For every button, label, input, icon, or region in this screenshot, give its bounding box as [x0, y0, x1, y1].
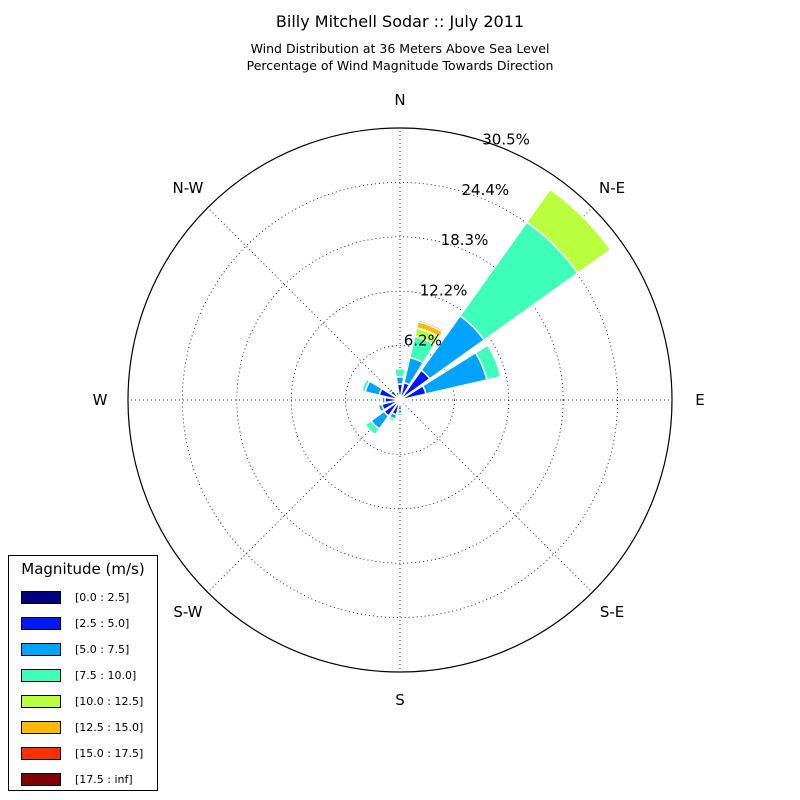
legend-label: [7.5 : 10.0] [75, 668, 137, 682]
direction-label: S [395, 691, 405, 709]
radial-tick-label: 30.5% [482, 131, 530, 149]
direction-label: N-E [599, 179, 625, 197]
radial-gridline [399, 399, 593, 593]
wind-bar-s-bin3 [396, 412, 404, 417]
legend-swatch [21, 746, 61, 760]
legend-item: [10.0 : 12.5] [9, 688, 157, 714]
wind-bar-ssw-bin3 [387, 415, 397, 423]
legend-swatch [21, 616, 61, 630]
grid-circle [345, 345, 455, 455]
wind-bar-ene-bin3 [474, 344, 502, 381]
wind-bar-wnw-bin3 [360, 378, 371, 393]
legend: Magnitude (m/s) [0.0 : 2.5] [2.5 : 5.0] [5… [8, 555, 158, 791]
legend-swatch [21, 642, 61, 656]
grid-circle [236, 236, 564, 564]
legend-item: [7.5 : 10.0] [9, 662, 157, 688]
direction-label: E [695, 391, 704, 409]
direction-label: S-E [600, 603, 624, 621]
legend-swatch [21, 668, 61, 682]
wind-bar-n-bin3 [393, 368, 407, 378]
legend-item: [12.5 : 15.0] [9, 714, 157, 740]
outer-circle [127, 127, 673, 673]
wind-bar-ne-bin4 [525, 188, 612, 275]
radial-tick-label: 6.2% [404, 332, 442, 350]
direction-label: N [394, 91, 405, 109]
radial-gridline [207, 207, 401, 401]
legend-items: [0.0 : 2.5] [2.5 : 5.0] [5.0 : 7.5] [7.5 : … [9, 584, 157, 792]
legend-item: [15.0 : 17.5] [9, 740, 157, 766]
legend-title: Magnitude (m/s) [21, 560, 145, 578]
legend-swatch [21, 720, 61, 734]
radial-tick-label: 24.4% [461, 181, 509, 199]
wind-bar-nw-bin2 [387, 387, 395, 395]
legend-item: [5.0 : 7.5] [9, 636, 157, 662]
wind-bar-nne-bin6 [417, 319, 445, 333]
direction-label: S-W [173, 603, 202, 621]
legend-label: [2.5 : 5.0] [75, 616, 130, 630]
chart-subtitle-line1: Wind Distribution at 36 Meters Above Sea… [250, 41, 550, 56]
legend-item: [2.5 : 5.0] [9, 610, 157, 636]
legend-label: [5.0 : 7.5] [75, 642, 130, 656]
grid-circle [290, 290, 510, 510]
wind-bar-nnw-bin1 [394, 391, 401, 400]
legend-swatch [21, 590, 61, 604]
grid-circle [181, 181, 619, 619]
legend-label: [12.5 : 15.0] [75, 720, 144, 734]
wind-bar-e-bin2 [405, 397, 409, 403]
legend-label: [15.0 : 17.5] [75, 746, 144, 760]
legend-label: [17.5 : inf] [75, 772, 133, 786]
wind-bar-sw-bin3 [364, 419, 381, 436]
legend-label: [0.0 : 2.5] [75, 590, 130, 604]
chart-title: Billy Mitchell Sodar :: July 2011 [275, 12, 525, 31]
chart-subtitle-line2: Percentage of Wind Magnitude Towards Dir… [246, 58, 554, 73]
legend-item: [0.0 : 2.5] [9, 584, 157, 610]
radial-tick-label: 12.2% [420, 282, 468, 300]
legend-swatch [21, 772, 61, 786]
wind-bar-w-bin2 [381, 396, 386, 404]
radial-tick-label: 18.3% [441, 231, 489, 249]
wind-bar-n-bin2 [395, 376, 405, 386]
direction-label: W [93, 391, 108, 409]
legend-swatch [21, 694, 61, 708]
direction-label: N-W [172, 179, 203, 197]
legend-label: [10.0 : 12.5] [75, 694, 144, 708]
legend-item: [17.5 : inf] [9, 766, 157, 792]
wind-bar-wsw-bin2 [377, 403, 386, 413]
